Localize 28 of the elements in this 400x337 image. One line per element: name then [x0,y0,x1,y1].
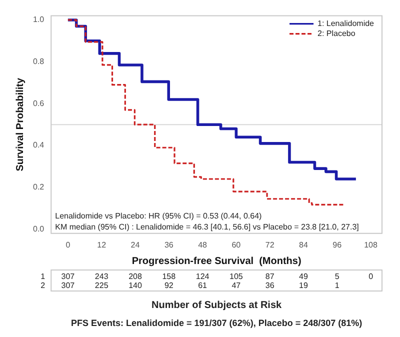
x-tick-label: 60 [232,240,242,250]
x-tick-label: 48 [198,240,208,250]
y-tick-label: 0.8 [32,57,45,66]
x-axis-title: Progression-free Survival (Months) [132,256,302,267]
x-tick-label: 72 [265,240,275,250]
text: PFS Events: Lenalidomide = 191/307 (62%), Placebo = 248/307 (81%) [70,318,362,328]
x-tick-label: 96 [332,240,342,250]
x-tick-label: 108 [364,240,378,250]
text: 307 225 140 92 61 47 36 19 1 [61,281,340,290]
y-tick-label: 0.2 [32,182,45,192]
annotation: KM median (95% CI) : Lenalidomide = 46.3 [40.1, 56.6] vs Placebo = 23.8 [21.0, 27.3] [55,222,359,232]
annotation: Lenalidomide vs Placebo: HR (95% CI) = 0.53 (0.44, 0.64) [55,211,262,220]
legend-label: 2: Placebo [318,29,356,38]
x-tick-label: 0 [66,240,71,250]
y-tick-label: 1.0 [32,15,45,24]
y-tick-label: 0.6 [32,98,45,108]
legend-label: 1: Lenalidomide [318,19,375,28]
text: 1 [40,272,46,281]
y-axis-title: Survival Probability [14,77,26,172]
y-tick-label: 0.0 [32,224,45,234]
y-tick-label: 0.4 [32,140,45,150]
x-tick-label: 36 [164,240,174,250]
x-tick-label: 24 [130,240,140,250]
text: 307 243 208 158 124 105 87 49 5 0 [61,272,374,281]
text: Number of Subjects at Risk [152,300,282,311]
text: 2 [40,281,46,290]
x-tick-label: 84 [299,240,308,250]
x-tick-label: 12 [97,240,107,250]
